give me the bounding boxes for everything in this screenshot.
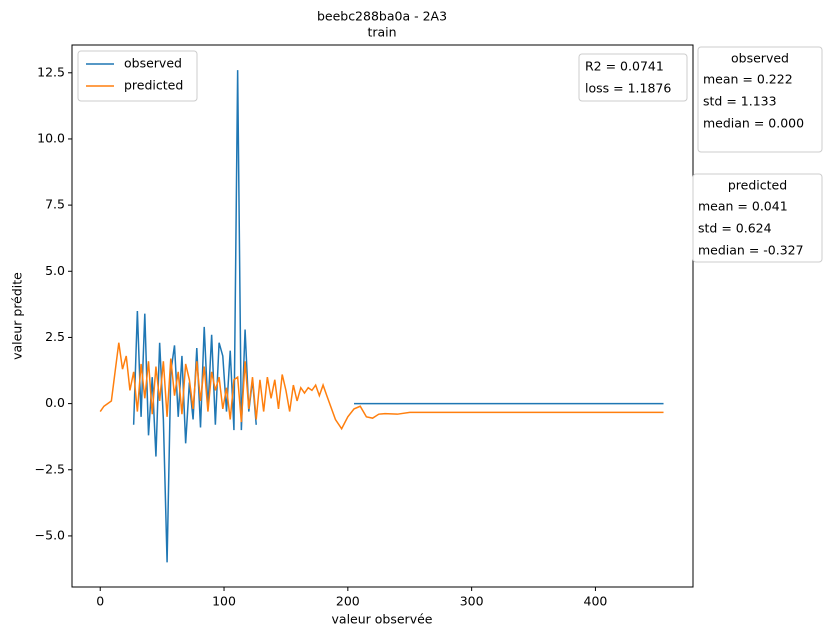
stats-title: observed <box>731 51 789 66</box>
chart-subtitle: train <box>367 25 396 40</box>
y-tick-label: 10.0 <box>37 130 65 145</box>
y-tick-label: 12.5 <box>37 64 65 79</box>
stats-line: mean = 0.222 <box>703 72 793 87</box>
y-tick-label: 5.0 <box>45 263 65 278</box>
data-line <box>99 342 664 431</box>
y-tick-label: 2.5 <box>45 329 65 344</box>
y-tick-label: 7.5 <box>45 197 65 212</box>
stats-title: predicted <box>728 178 787 193</box>
stats-line: std = 0.624 <box>698 221 772 236</box>
legend-label: observed <box>124 56 182 71</box>
data-line <box>132 70 664 563</box>
metrics-box <box>578 53 688 102</box>
stats-line: median = 0.000 <box>703 116 804 131</box>
stats-line: median = -0.327 <box>698 243 804 258</box>
legend-label: predicted <box>124 78 183 93</box>
plot-frame <box>71 44 694 588</box>
stats-box <box>697 46 823 153</box>
x-tick-label: 100 <box>212 594 236 609</box>
y-tick-label: 0.0 <box>45 395 65 410</box>
y-axis-label: valeur prédite <box>10 272 25 360</box>
stats-line: std = 1.133 <box>703 94 777 109</box>
y-tick-label: −5.0 <box>35 527 65 542</box>
metric: R2 = 0.0741 <box>585 59 664 74</box>
x-tick-label: 400 <box>584 594 608 609</box>
x-axis-label: valeur observée <box>332 612 433 627</box>
chart-title: beebc288ba0a - 2A3 <box>317 9 447 24</box>
x-tick-label: 200 <box>336 594 360 609</box>
metric: loss = 1.1876 <box>585 81 671 96</box>
y-tick-label: −2.5 <box>35 461 65 476</box>
x-tick-label: 300 <box>460 594 484 609</box>
x-tick-label: 0 <box>96 594 104 609</box>
stats-box <box>692 173 823 263</box>
stats-line: mean = 0.041 <box>698 199 788 214</box>
